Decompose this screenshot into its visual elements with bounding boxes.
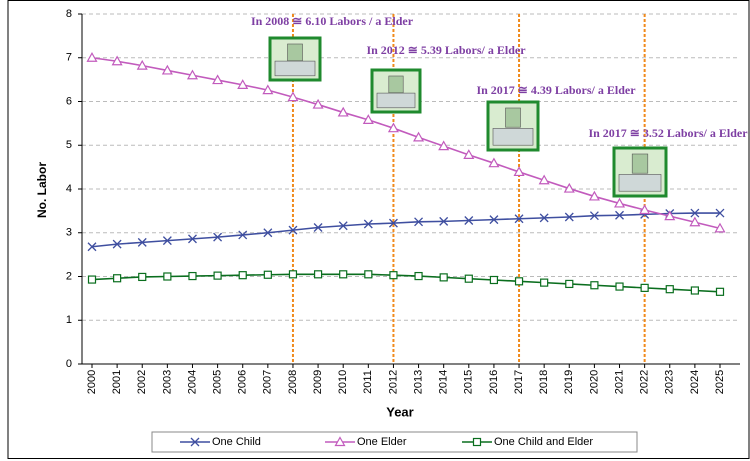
x-tick-label: 2006 [237, 370, 249, 394]
chart: No. Labor Year 0 1 2 3 4 5 6 7 8 2000 2001 2002 2003… [0, 0, 750, 461]
x-tick-label: 2022 [639, 370, 651, 394]
x-tick-label: 2018 [538, 370, 550, 394]
point [264, 271, 271, 278]
point [641, 284, 648, 291]
point [415, 273, 422, 280]
annotation: In 2017 ≅ 4.39 Labors/ a Elder [476, 83, 636, 97]
x-tick-label: 2016 [488, 370, 500, 394]
point [440, 274, 447, 281]
y-tick-label: 8 [66, 8, 72, 20]
legend-label: One Child [212, 436, 261, 448]
icon-figure [389, 76, 403, 93]
point [239, 272, 246, 279]
y-tick-label: 7 [66, 52, 72, 64]
annotation: In 2017 ≅ 3.52 Labors/ a Elder [588, 126, 748, 140]
icon-figure [506, 108, 521, 127]
x-tick-label: 2019 [563, 370, 575, 394]
point [717, 288, 724, 295]
point [666, 286, 673, 293]
y-tick-label: 6 [66, 95, 72, 107]
x-tick-label: 2010 [337, 370, 349, 394]
point [490, 277, 497, 284]
legend-label: One Elder [357, 436, 407, 448]
x-tick-label: 2017 [513, 370, 525, 394]
point [214, 272, 221, 279]
x-axis-title: Year [386, 404, 413, 419]
x-tick-label: 2014 [438, 370, 450, 394]
icon-figure [632, 154, 648, 173]
point [189, 273, 196, 280]
x-tick-label: 2023 [664, 370, 676, 394]
point [340, 271, 347, 278]
y-tick-label: 3 [66, 227, 72, 239]
x-tick-label: 2000 [86, 370, 98, 394]
x-tick-label: 2005 [212, 370, 224, 394]
x-tick-label: 2020 [588, 370, 600, 394]
point [139, 273, 146, 280]
x-tick-label: 2004 [186, 370, 198, 394]
x-tick-label: 2003 [161, 370, 173, 394]
x-tick-label: 2012 [387, 370, 399, 394]
point [591, 282, 598, 289]
x-tick-label: 2015 [463, 370, 475, 394]
point [89, 276, 96, 283]
point [365, 271, 372, 278]
legend-marker [474, 439, 481, 446]
legend-label: One Child and Elder [494, 436, 593, 448]
point [566, 280, 573, 287]
point [616, 283, 623, 290]
x-tick-label: 2021 [613, 370, 625, 394]
icon-people [619, 174, 661, 191]
x-tick-label: 2002 [136, 370, 148, 394]
x-tick-label: 2013 [412, 370, 424, 394]
annotation: In 2008 ≅ 6.10 Labors / a Elder [251, 14, 414, 28]
y-tick-label: 5 [66, 139, 72, 151]
point [465, 275, 472, 282]
x-tick-label: 2009 [312, 370, 324, 394]
y-tick-label: 1 [66, 314, 72, 326]
point [114, 275, 121, 282]
point [289, 271, 296, 278]
point [541, 279, 548, 286]
x-tick-label: 2001 [111, 370, 123, 394]
annotation: In 2012 ≅ 5.39 Labors/ a Elder [366, 43, 526, 57]
icon-people [275, 61, 315, 76]
y-tick-label: 4 [66, 183, 72, 195]
icon-people [493, 128, 533, 145]
x-tick-label: 2011 [362, 370, 374, 394]
x-tick-label: 2008 [287, 370, 299, 394]
icon-figure [288, 44, 303, 61]
icon-people [377, 93, 415, 108]
point [390, 272, 397, 279]
y-tick-label: 0 [66, 358, 72, 370]
point [691, 287, 698, 294]
point [164, 273, 171, 280]
x-tick-label: 2024 [689, 370, 701, 394]
point [315, 271, 322, 278]
point [516, 278, 523, 285]
y-tick-label: 2 [66, 270, 72, 282]
y-axis-title: No. Labor [35, 162, 49, 218]
x-tick-label: 2025 [714, 370, 726, 394]
x-tick-label: 2007 [262, 370, 274, 394]
